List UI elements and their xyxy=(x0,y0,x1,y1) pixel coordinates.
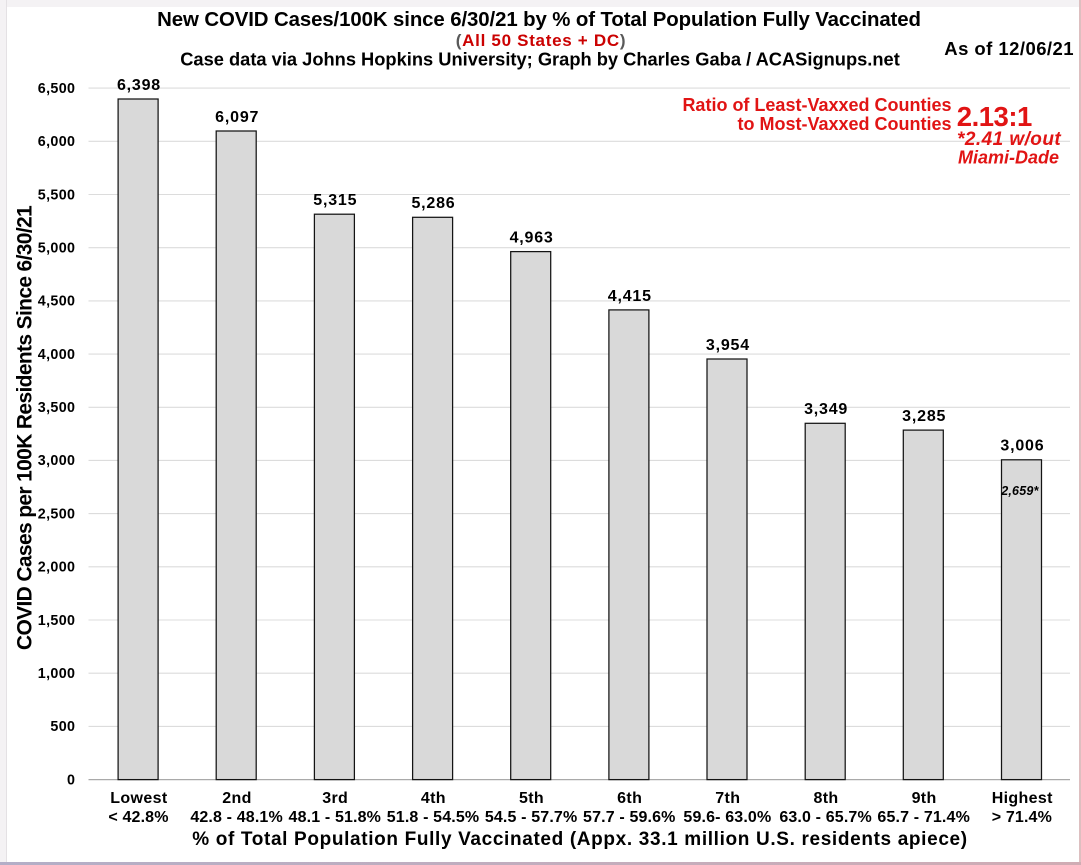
svg-text:59.6- 63.0%: 59.6- 63.0% xyxy=(683,809,771,826)
svg-text:5,286: 5,286 xyxy=(411,195,455,212)
svg-text:6,000: 6,000 xyxy=(38,134,76,150)
svg-text:6,398: 6,398 xyxy=(117,77,161,94)
svg-text:4th: 4th xyxy=(421,790,446,807)
svg-text:to Most-Vaxxed Counties: to Most-Vaxxed Counties xyxy=(737,114,951,134)
svg-text:4,963: 4,963 xyxy=(510,230,554,247)
svg-text:63.0 - 65.7%: 63.0 - 65.7% xyxy=(779,809,872,826)
svg-text:2,000: 2,000 xyxy=(38,560,76,576)
svg-text:6,500: 6,500 xyxy=(38,81,76,97)
svg-text:42.8 - 48.1%: 42.8 - 48.1% xyxy=(190,809,283,826)
svg-text:3,006: 3,006 xyxy=(1000,438,1044,455)
svg-text:4,415: 4,415 xyxy=(608,288,652,305)
svg-text:Lowest: Lowest xyxy=(110,790,168,807)
svg-text:2.13:1: 2.13:1 xyxy=(957,101,1032,132)
svg-text:48.1 - 51.8%: 48.1 - 51.8% xyxy=(289,809,382,826)
svg-text:COVID Cases per 100K Residents: COVID Cases per 100K Residents Since 6/3… xyxy=(14,205,37,650)
svg-text:3,954: 3,954 xyxy=(706,337,750,354)
svg-text:3,349: 3,349 xyxy=(804,401,848,418)
svg-text:1,500: 1,500 xyxy=(38,613,76,629)
svg-text:5,000: 5,000 xyxy=(38,241,76,257)
svg-text:4,000: 4,000 xyxy=(38,347,76,363)
svg-text:> 71.4%: > 71.4% xyxy=(992,809,1052,826)
svg-text:3,500: 3,500 xyxy=(38,400,76,416)
svg-text:Miami-Dade: Miami-Dade xyxy=(958,147,1059,167)
svg-text:3,000: 3,000 xyxy=(38,453,76,469)
svg-text:1,000: 1,000 xyxy=(38,666,76,682)
svg-text:2,659*: 2,659* xyxy=(1000,484,1039,498)
svg-text:*2.41 w/out: *2.41 w/out xyxy=(957,129,1061,150)
svg-text:% of Total Population Fully Va: % of Total Population Fully Vaccinated (… xyxy=(192,829,968,850)
svg-text:8th: 8th xyxy=(813,790,838,807)
svg-text:5th: 5th xyxy=(519,790,544,807)
svg-text:51.8 - 54.5%: 51.8 - 54.5% xyxy=(387,809,480,826)
svg-text:Highest: Highest xyxy=(992,790,1053,807)
svg-text:54.5 - 57.7%: 54.5 - 57.7% xyxy=(485,809,578,826)
svg-text:500: 500 xyxy=(50,719,75,735)
svg-text:2,500: 2,500 xyxy=(38,506,76,522)
svg-text:As of 12/06/21: As of 12/06/21 xyxy=(944,38,1074,59)
svg-text:7th: 7th xyxy=(715,790,740,807)
svg-text:5,315: 5,315 xyxy=(313,192,357,209)
svg-text:57.7 - 59.6%: 57.7 - 59.6% xyxy=(583,809,676,826)
svg-text:New COVID Cases/100K since 6/3: New COVID Cases/100K since 6/30/21 by % … xyxy=(157,9,921,31)
svg-text:9th: 9th xyxy=(912,790,937,807)
svg-text:3,285: 3,285 xyxy=(902,408,946,425)
svg-text:(All 50 States + DC): (All 50 States + DC) xyxy=(456,31,626,50)
svg-text:4,500: 4,500 xyxy=(38,294,76,310)
svg-text:2nd: 2nd xyxy=(222,790,252,807)
svg-text:65.7 - 71.4%: 65.7 - 71.4% xyxy=(877,809,970,826)
svg-text:6th: 6th xyxy=(617,790,642,807)
svg-text:5,500: 5,500 xyxy=(38,187,76,203)
svg-text:Case data via Johns Hopkins Un: Case data via Johns Hopkins University; … xyxy=(180,49,900,70)
svg-text:Ratio of Least-Vaxxed Counties: Ratio of Least-Vaxxed Counties xyxy=(682,95,951,115)
svg-text:3rd: 3rd xyxy=(322,790,348,807)
svg-text:0: 0 xyxy=(67,772,75,788)
svg-text:< 42.8%: < 42.8% xyxy=(108,809,168,826)
svg-text:6,097: 6,097 xyxy=(215,109,259,126)
